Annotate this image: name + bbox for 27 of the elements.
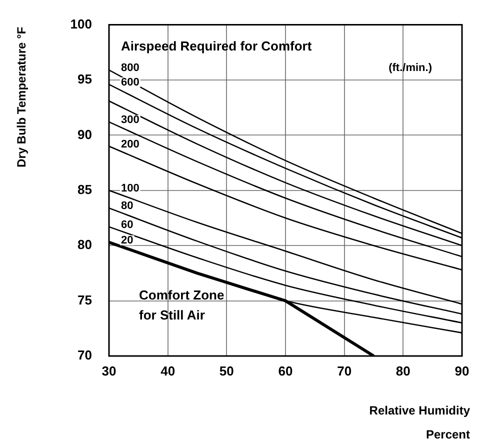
y-tick-label: 70 (78, 348, 92, 363)
x-tick-label: 90 (454, 363, 470, 378)
annotation: (ft./min.) (388, 62, 432, 74)
series-label: 100 (121, 182, 140, 194)
y-tick-label: 80 (78, 237, 92, 252)
series-label: 600 (121, 76, 140, 88)
x-tick-label: 70 (337, 363, 352, 378)
y-tick-label: 85 (78, 182, 92, 197)
x-tick-label: 80 (396, 363, 410, 378)
y-tick-label: 100 (70, 16, 92, 32)
series-label: 200 (121, 138, 140, 150)
series-label: 800 (121, 62, 140, 74)
series-label: 80 (121, 200, 134, 212)
y-tick-label: 75 (78, 292, 92, 308)
series-label: 20 (121, 234, 134, 246)
y-axis-title: Dry Bulb Temperature °F (14, 26, 28, 168)
x-tick-label: 30 (102, 363, 116, 378)
annotation: Comfort Zone for Still Air (139, 288, 224, 323)
y-tick-label: 95 (78, 72, 92, 87)
x-axis-title: Relative Humidity Percent (369, 403, 470, 440)
x-tick-label: 60 (278, 363, 293, 378)
y-tick-label: 90 (78, 126, 92, 142)
x-tick-label: 50 (219, 363, 234, 378)
annotation: Airspeed Required for Comfort (121, 38, 312, 54)
series-label: 300 (121, 114, 140, 126)
x-tick-label: 40 (160, 363, 176, 378)
series-label: 60 (121, 218, 134, 231)
